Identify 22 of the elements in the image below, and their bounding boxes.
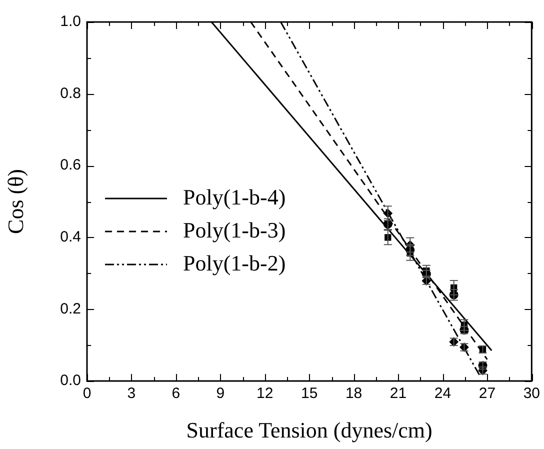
x-tick-label: 12 (256, 385, 274, 402)
y-tick-label: 1.0 (60, 13, 81, 30)
x-tick-label: 0 (82, 385, 92, 402)
x-tick-label: 30 (523, 385, 540, 402)
x-tick-label: 24 (434, 385, 452, 402)
y-tick-label: 0.6 (60, 156, 81, 174)
legend-label: Poly(1-b-3) (183, 217, 286, 242)
x-tick-label: 3 (127, 385, 136, 402)
x-tick-label: 18 (345, 385, 362, 402)
legend-label: Poly(1-b-2) (183, 250, 286, 276)
y-tick-label: 0.4 (60, 228, 81, 246)
x-tick-label: 15 (300, 385, 318, 402)
y-tick-label: 0.2 (60, 300, 81, 318)
x-tick-label: 9 (216, 385, 225, 402)
x-tick-label: 6 (172, 385, 180, 402)
x-tick-label: 21 (390, 385, 407, 402)
legend-label: Poly(1-b-4) (183, 184, 286, 210)
y-tick-label: 0.8 (60, 84, 81, 102)
x-axis-title: Surface Tension (dynes/cm) (186, 418, 432, 443)
y-tick-label: 0.0 (60, 372, 81, 390)
x-tick-label: 27 (478, 385, 496, 402)
y-axis-title: Cos (θ) (2, 169, 28, 234)
